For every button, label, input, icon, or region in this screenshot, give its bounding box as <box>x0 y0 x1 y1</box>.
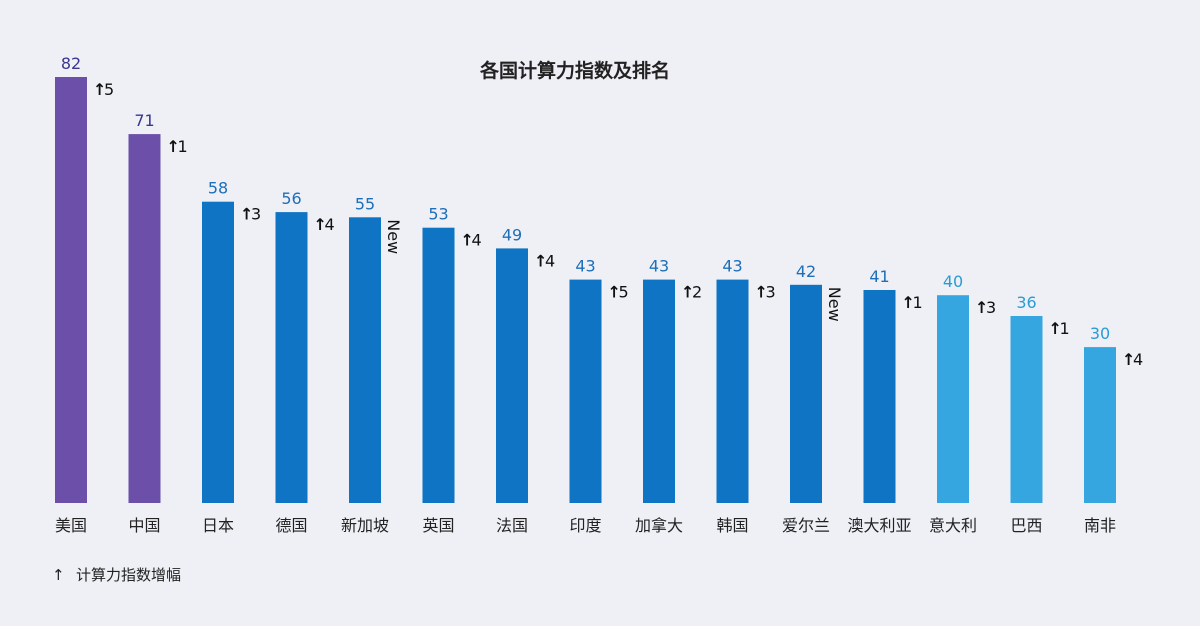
category-label: 南非 <box>1084 516 1116 535</box>
category-label: 新加坡 <box>341 516 389 535</box>
up-arrow-icon: ↑ <box>681 283 694 302</box>
value-label: 55 <box>355 194 375 213</box>
bar <box>643 279 675 503</box>
category-label: 意大利 <box>929 516 977 535</box>
bar <box>496 248 528 503</box>
up-arrow-icon: ↑ <box>755 283 768 302</box>
value-label: 43 <box>649 257 669 276</box>
legend: ↑ 计算力指数增幅 <box>52 566 181 584</box>
bar <box>202 201 234 503</box>
bar <box>349 217 381 504</box>
value-label: 36 <box>1016 293 1036 312</box>
bars-group <box>55 77 1116 504</box>
category-label: 韩国 <box>716 516 748 535</box>
up-arrow-icon: ↑ <box>167 137 180 156</box>
bar <box>863 290 896 503</box>
up-arrow-icon: ↑ <box>1122 350 1135 369</box>
bar <box>422 227 455 503</box>
bar <box>1084 347 1116 503</box>
value-label: 42 <box>796 262 816 281</box>
value-label: 56 <box>281 189 301 208</box>
change-label: 5 <box>619 283 629 302</box>
up-arrow-icon: ↑ <box>1049 319 1062 338</box>
category-label: 美国 <box>55 516 87 535</box>
value-label: 41 <box>869 267 889 286</box>
change-label: 2 <box>692 283 702 302</box>
category-label: 巴西 <box>1010 516 1042 535</box>
category-label: 爱尔兰 <box>782 516 830 535</box>
change-label: 1 <box>913 293 923 312</box>
category-label: 德国 <box>275 516 307 535</box>
bar <box>55 77 87 503</box>
change-label: 3 <box>251 205 261 224</box>
chart-title: 各国计算力指数及排名 <box>479 59 670 82</box>
legend-label: 计算力指数增幅 <box>76 566 181 584</box>
bar <box>128 134 161 503</box>
value-label: 43 <box>575 257 595 276</box>
change-label: 4 <box>545 251 555 270</box>
bar <box>275 212 308 503</box>
up-arrow-icon: ↑ <box>608 283 621 302</box>
change-label-new: New <box>384 219 403 254</box>
category-label: 澳大利亚 <box>847 516 911 535</box>
category-label: 日本 <box>202 516 234 535</box>
value-label: 49 <box>502 225 522 244</box>
value-label: 43 <box>722 257 742 276</box>
category-label: 中国 <box>128 516 160 535</box>
bar <box>569 279 602 503</box>
change-label: 3 <box>766 283 776 302</box>
change-label: 4 <box>1133 350 1143 369</box>
value-label: 30 <box>1090 324 1110 343</box>
value-label: 53 <box>428 205 448 224</box>
legend-arrow-icon: ↑ <box>52 566 65 584</box>
value-label: 71 <box>134 111 154 130</box>
value-label: 58 <box>208 179 228 198</box>
category-label: 加拿大 <box>635 516 683 535</box>
up-arrow-icon: ↑ <box>93 80 106 99</box>
change-label: 4 <box>325 215 335 234</box>
change-label: 1 <box>1060 319 1070 338</box>
up-arrow-icon: ↑ <box>314 215 327 234</box>
value-label: 40 <box>943 272 963 291</box>
category-label: 法国 <box>496 516 528 535</box>
up-arrow-icon: ↑ <box>240 205 253 224</box>
change-label-new: New <box>825 287 844 322</box>
bar <box>1010 316 1043 503</box>
up-arrow-icon: ↑ <box>975 298 988 317</box>
value-label: 82 <box>61 54 81 73</box>
change-label: 5 <box>104 80 114 99</box>
up-arrow-icon: ↑ <box>534 251 547 270</box>
up-arrow-icon: ↑ <box>461 231 474 250</box>
change-label: 4 <box>472 231 482 250</box>
bar <box>790 284 822 503</box>
change-label: 3 <box>986 298 996 317</box>
bar <box>716 279 749 503</box>
category-label: 印度 <box>569 516 601 535</box>
category-label: 英国 <box>422 516 454 535</box>
up-arrow-icon: ↑ <box>902 293 915 312</box>
bar <box>937 295 969 503</box>
change-label: 1 <box>178 137 188 156</box>
